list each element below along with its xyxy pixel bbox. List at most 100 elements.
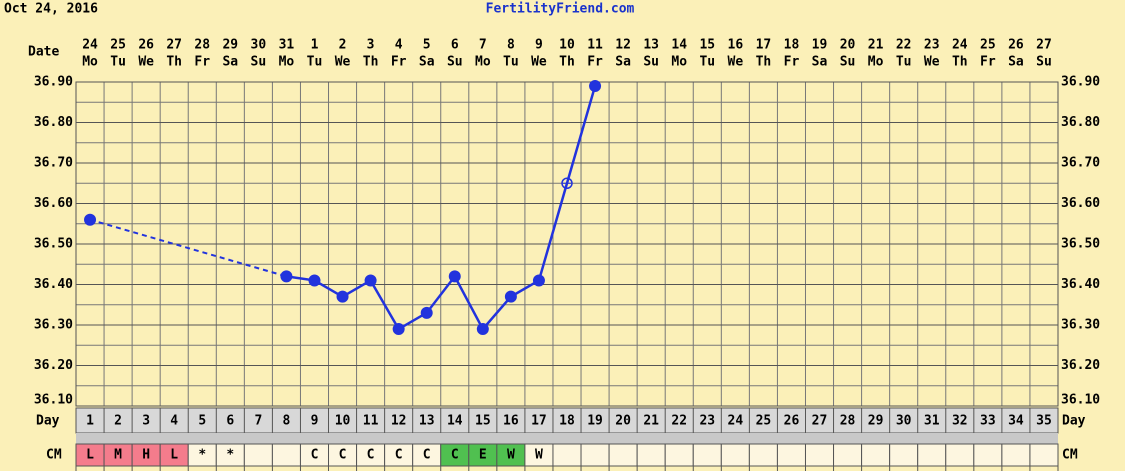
weekday-label: Fr (980, 55, 996, 70)
cm-cell (243, 443, 273, 467)
y-tick-label-right: 36.50 (1061, 237, 1100, 252)
y-tick-label: 36.50 (34, 237, 73, 252)
date-label: 17 (756, 38, 772, 53)
weekday-label: Su (643, 55, 659, 70)
day-label: 22 (671, 414, 687, 429)
day-label: 13 (419, 414, 435, 429)
temp-point (504, 290, 517, 303)
cm-cell (580, 443, 610, 467)
date-label: 4 (395, 38, 403, 53)
y-tick-label-right: 36.90 (1061, 75, 1100, 90)
weekday-label: Tu (503, 55, 519, 70)
temp-point (476, 323, 489, 336)
cm-cell (664, 443, 694, 467)
day-label: 3 (142, 414, 150, 429)
day-label: 9 (311, 414, 319, 429)
date-label: 5 (423, 38, 431, 53)
day-label: 28 (840, 414, 856, 429)
weekday-label: Tu (110, 55, 126, 70)
temp-point (336, 290, 349, 303)
cm-cell (833, 443, 863, 467)
cm-row-label-right: CM (1062, 448, 1078, 463)
date-label: 16 (728, 38, 744, 53)
date-label: 6 (451, 38, 459, 53)
day-label: 30 (896, 414, 912, 429)
day-label: 17 (531, 414, 547, 429)
day-label: 35 (1036, 414, 1052, 429)
day-label: 15 (475, 414, 491, 429)
temp-point (589, 80, 602, 93)
cm-label: * (198, 448, 206, 463)
day-label: 27 (812, 414, 828, 429)
cm-label: C (395, 448, 403, 463)
weekday-label: Th (559, 55, 575, 70)
cm-label: C (339, 448, 347, 463)
cm-cell (1001, 443, 1031, 467)
day-label: 8 (283, 414, 291, 429)
weekday-label: Mo (671, 55, 687, 70)
weekday-label: Th (756, 55, 772, 70)
temp-point (448, 270, 461, 283)
date-label: 18 (784, 38, 800, 53)
day-label: 1 (86, 414, 94, 429)
date-label: 24 (82, 38, 98, 53)
temp-point (280, 270, 293, 283)
weekday-label: Tu (699, 55, 715, 70)
temp-point (392, 323, 405, 336)
weekday-label: Mo (82, 55, 98, 70)
day-label: 31 (924, 414, 940, 429)
weekday-label: Su (251, 55, 267, 70)
y-tick-label: 36.30 (34, 318, 73, 333)
weekday-label: Th (952, 55, 968, 70)
weekday-label: Sa (419, 55, 435, 70)
cm-label: W (535, 448, 543, 463)
day-label: 16 (503, 414, 519, 429)
cm-label: E (479, 448, 487, 463)
weekday-label: Sa (1008, 55, 1024, 70)
y-tick-label-right: 36.60 (1061, 196, 1100, 211)
date-label: 26 (138, 38, 154, 53)
weekday-label: Fr (194, 55, 210, 70)
date-label: 19 (812, 38, 828, 53)
date-label: 1 (311, 38, 319, 53)
day-label: 26 (784, 414, 800, 429)
cm-cell (889, 443, 919, 467)
date-label: 31 (279, 38, 295, 53)
day-label: 10 (335, 414, 351, 429)
weekday-label: Th (166, 55, 182, 70)
cm-cell (973, 443, 1003, 467)
cm-cell (861, 443, 891, 467)
date-row-label: Date (28, 45, 59, 60)
y-tick-label: 36.90 (34, 75, 73, 90)
day-label: 21 (643, 414, 659, 429)
weekday-label: We (138, 55, 154, 70)
cm-cell (1029, 443, 1059, 467)
weekday-label: Th (363, 55, 379, 70)
date-label: 28 (194, 38, 210, 53)
day-label: 32 (952, 414, 968, 429)
day-label: 5 (198, 414, 206, 429)
y-tick-label-right: 36.80 (1061, 115, 1100, 130)
weekday-label: Mo (868, 55, 884, 70)
y-tick-label: 36.40 (34, 277, 73, 292)
weekday-label: Fr (391, 55, 407, 70)
date-label: 26 (1008, 38, 1024, 53)
date-label: 11 (587, 38, 603, 53)
weekday-label: Fr (784, 55, 800, 70)
day-label: 11 (363, 414, 379, 429)
cm-cell (608, 443, 638, 467)
cm-label: C (451, 448, 459, 463)
cm-label: C (367, 448, 375, 463)
day-label: 6 (226, 414, 234, 429)
cm-cell (945, 443, 975, 467)
day-label: 33 (980, 414, 996, 429)
chart-title: FertilityFriend.com (486, 2, 635, 17)
cm-label: M (114, 448, 122, 463)
date-label: 14 (671, 38, 687, 53)
day-label: 34 (1008, 414, 1024, 429)
weekday-label: Sa (812, 55, 828, 70)
temp-point (532, 274, 545, 287)
day-label: 18 (559, 414, 575, 429)
day-row-label: Day (36, 414, 60, 429)
day-label: 14 (447, 414, 463, 429)
